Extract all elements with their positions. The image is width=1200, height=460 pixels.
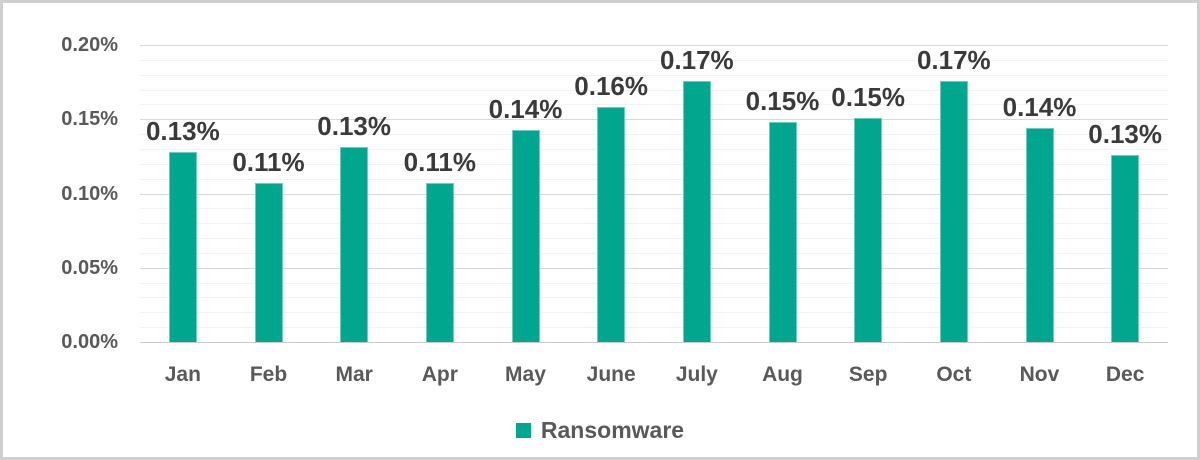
gridline-major (140, 45, 1168, 46)
y-tick-label: 0.15% (61, 108, 118, 131)
bar-value-label: 0.17% (659, 44, 734, 75)
gridline-major (140, 267, 1168, 269)
x-tick-label-aug: Aug (762, 363, 803, 386)
gridline-minor (140, 327, 1168, 329)
bar-aug (768, 122, 797, 342)
bar-sep (854, 117, 883, 342)
bar-july (682, 80, 711, 342)
bar-value-label: 0.16% (574, 71, 649, 102)
bar-value-label: 0.17% (916, 44, 991, 75)
x-tick-label-june: June (586, 363, 636, 386)
bar-dec (1111, 154, 1140, 342)
x-tick-label-mar: Mar (335, 363, 373, 386)
bar-value-label: 0.15% (831, 81, 906, 112)
gridline-major (140, 193, 1168, 195)
plot-area: 0.13% 0.11% 0.13% 0.11% 0.14% 0.16% 0.17% 0.15%… (140, 44, 1168, 343)
bar-value-label: 0.14% (488, 93, 563, 124)
x-tick-label-dec: Dec (1105, 363, 1145, 386)
bar-value-label: 0.11% (403, 147, 476, 178)
bar-value-label: 0.15% (745, 86, 820, 117)
gridline-minor (140, 74, 1168, 76)
gridline-minor (140, 134, 1168, 136)
bar-value-label: 0.14% (1002, 92, 1077, 123)
y-tick-label: 0.05% (61, 256, 118, 279)
legend-swatch-ransomware (515, 422, 531, 438)
x-tick-label-feb: Feb (249, 363, 288, 386)
x-tick-label-apr: Apr (421, 363, 458, 386)
bar-oct (939, 80, 968, 342)
y-tick-label: 0.00% (61, 331, 118, 353)
bar-nov (1025, 128, 1054, 342)
gridline-minor (140, 104, 1168, 106)
gridline-minor (140, 208, 1168, 210)
gridline-minor (140, 59, 1168, 61)
gridline-minor (140, 163, 1168, 165)
legend: Ransomware (0, 414, 1200, 446)
x-tick-label-nov: Nov (1019, 363, 1060, 386)
gridline-major (140, 119, 1168, 121)
legend-label: Ransomware (540, 417, 685, 443)
x-tick-label-jan: Jan (164, 363, 201, 386)
bar-jan (168, 151, 197, 342)
gridline-minor (140, 297, 1168, 299)
y-tick-label: 0.20% (61, 34, 118, 56)
bar-value-label: 0.11% (232, 147, 305, 178)
bar-value-label: 0.13% (1088, 118, 1163, 149)
gridline-major (140, 342, 1168, 343)
gridline-minor (140, 282, 1168, 284)
y-tick-label: 0.10% (61, 182, 118, 205)
x-tick-label-sep: Sep (848, 363, 888, 386)
bar-value-label: 0.13% (317, 111, 392, 142)
gridline-minor (140, 178, 1168, 180)
x-tick-label-oct: Oct (936, 363, 972, 386)
gridline-minor (140, 238, 1168, 240)
x-tick-label-july: July (675, 363, 718, 386)
bar-june (597, 107, 626, 342)
bar-may (511, 129, 540, 342)
gridline-minor (140, 252, 1168, 254)
bar-apr (425, 183, 454, 342)
x-tick-label-may: May (505, 363, 546, 386)
gridline-minor (140, 312, 1168, 314)
bar-value-label: 0.13% (145, 115, 220, 146)
gridline-minor (140, 89, 1168, 91)
bar-feb (254, 183, 283, 342)
gridline-minor (140, 148, 1168, 150)
bar-mar (340, 147, 369, 342)
gridline-minor (140, 223, 1168, 225)
